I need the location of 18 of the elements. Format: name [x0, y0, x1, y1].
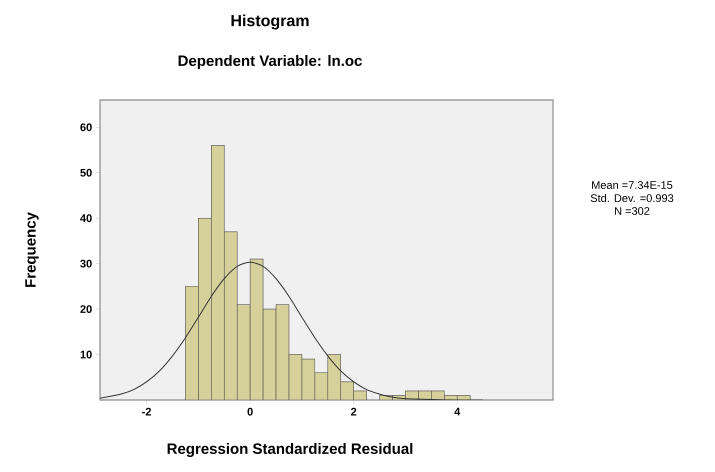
text: Mean =7.34E-15	[592, 181, 672, 189]
y-tick-label: 40	[80, 214, 92, 222]
chart-subtitle: Dependent Variable: ln.oc	[178, 55, 362, 69]
y-tick-label: 50	[80, 168, 92, 177]
chart-title: Histogram	[232, 14, 309, 30]
x-axis-title: Regression Standardized Residual	[168, 442, 412, 458]
text: N =302	[615, 207, 650, 215]
y-tick-label: 20	[80, 305, 92, 313]
y-tick-label: 30	[80, 260, 92, 268]
line-series	[100, 262, 484, 400]
y-tick-label: 10	[80, 350, 92, 358]
y-axis-title: Frequency	[25, 212, 39, 287]
text: Std. Dev. =0.993	[590, 194, 674, 202]
y-tick-label: 60	[80, 123, 92, 132]
x-tick-label: -2	[142, 408, 152, 416]
x-tick-label: 0	[248, 408, 253, 416]
x-tick-label: 2	[351, 408, 356, 416]
x-tick-label: 4	[454, 408, 460, 416]
